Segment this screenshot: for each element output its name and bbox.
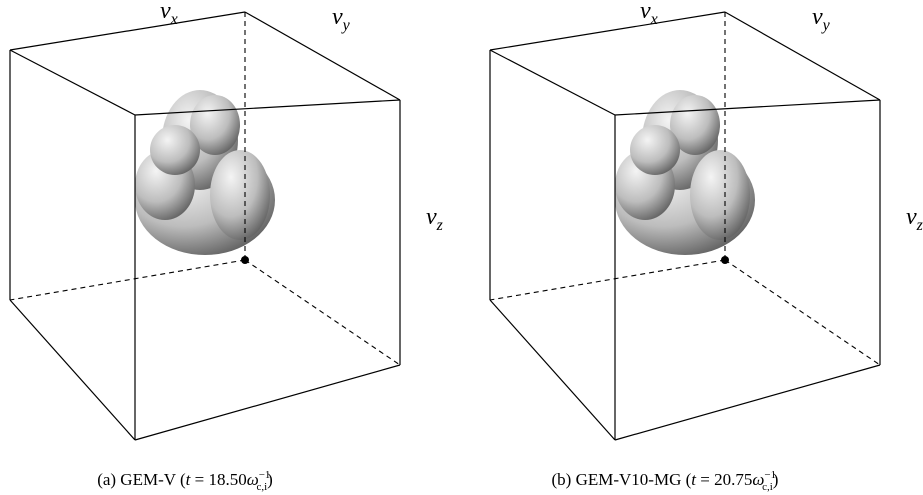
caption-label: (b) GEM-V10-MG ( (552, 470, 692, 489)
axis-symbol: v (906, 204, 917, 230)
axis-label: vy (332, 4, 351, 34)
axis-label: vz (906, 204, 923, 234)
axis-label: vz (426, 204, 444, 234)
box-edge (614, 364, 881, 441)
axis-symbol: v (640, 0, 651, 24)
caption-sub: c,i (762, 481, 773, 493)
caption-sup: −1 (259, 469, 271, 481)
blob-part (210, 150, 270, 240)
caption-close: ) (267, 470, 273, 489)
axis-label: vy (812, 4, 831, 34)
box-edge (614, 99, 881, 116)
axis-symbol: v (332, 4, 343, 30)
caption-omega: ω (247, 470, 259, 489)
axis-subscript: z (436, 217, 444, 234)
box-edge (489, 299, 616, 441)
axis-label: vx (160, 0, 178, 28)
caption-var: t (186, 470, 192, 489)
caption-close: ) (773, 470, 779, 489)
axis-subscript: x (170, 11, 178, 28)
axis-label: vx (640, 0, 658, 28)
caption-sup: −1 (764, 469, 776, 481)
axis-subscript: z (916, 217, 923, 234)
origin-dot (241, 256, 249, 264)
axis-subscript: x (650, 11, 658, 28)
box-edge (9, 299, 136, 441)
blob-part (630, 125, 680, 175)
hidden-edge (489, 259, 726, 301)
hidden-edge (244, 259, 401, 366)
box-edge (9, 11, 246, 51)
isosurface (615, 90, 755, 255)
box-edge (134, 364, 401, 441)
hidden-edge (724, 259, 881, 366)
axis-symbol: v (812, 4, 823, 30)
caption-sub: c,i (256, 481, 267, 493)
box-edge (489, 49, 616, 116)
caption: (a) GEM-V (t = 18.50ω−1 c,i) (97, 469, 273, 493)
box-edge (134, 99, 401, 116)
caption-omega: ω (752, 470, 764, 489)
box-edge (724, 11, 881, 101)
caption-var: t (691, 470, 697, 489)
caption-equals: = 18.50 (190, 470, 246, 489)
caption: (b) GEM-V10-MG (t = 20.75ω−1 c,i) (552, 469, 779, 493)
box-edge (244, 11, 401, 101)
axis-subscript: y (821, 17, 831, 34)
axis-symbol: v (426, 204, 437, 230)
blob-part (690, 150, 750, 240)
axis-subscript: y (341, 17, 351, 34)
isosurface (135, 90, 275, 255)
caption-equals: = 20.75 (696, 470, 752, 489)
box-edge (489, 11, 726, 51)
caption-label: (a) GEM-V ( (97, 470, 186, 489)
axis-symbol: v (160, 0, 171, 24)
hidden-edge (9, 259, 246, 301)
box-edge (9, 49, 136, 116)
blob-part (150, 125, 200, 175)
origin-dot (721, 256, 729, 264)
